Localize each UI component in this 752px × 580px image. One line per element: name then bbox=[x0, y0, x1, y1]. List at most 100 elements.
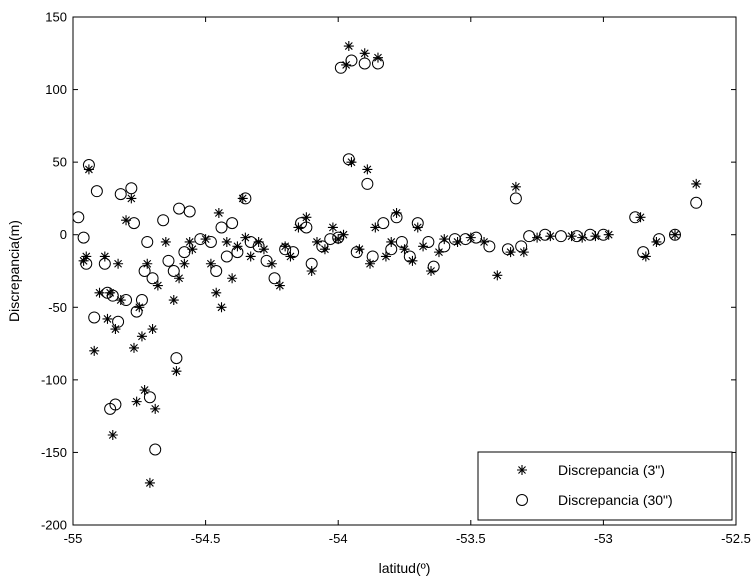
point-asterisk bbox=[152, 280, 163, 291]
point-asterisk bbox=[306, 266, 317, 276]
point-asterisk bbox=[78, 255, 89, 266]
point-asterisk bbox=[205, 258, 216, 269]
point-circle bbox=[167, 265, 180, 277]
point-asterisk bbox=[301, 212, 312, 223]
point-asterisk bbox=[99, 251, 110, 262]
point-circle bbox=[73, 211, 85, 224]
point-circle bbox=[279, 243, 292, 256]
point-circle bbox=[358, 57, 371, 70]
plot-frame bbox=[72, 16, 737, 526]
point-circle bbox=[220, 250, 233, 263]
point-asterisk bbox=[150, 403, 161, 414]
y-tick-label: -200 bbox=[41, 518, 67, 533]
point-circle bbox=[80, 257, 93, 270]
point-circle bbox=[515, 240, 528, 253]
y-tick-label: 150 bbox=[45, 10, 67, 25]
point-asterisk bbox=[517, 465, 527, 475]
point-circle bbox=[395, 235, 408, 248]
point-circle bbox=[183, 205, 196, 218]
point-circle bbox=[516, 494, 528, 506]
point-asterisk bbox=[227, 273, 238, 284]
point-circle bbox=[252, 240, 265, 253]
point-circle bbox=[342, 153, 355, 166]
point-circle bbox=[390, 211, 403, 224]
point-asterisk bbox=[240, 232, 251, 243]
point-asterisk bbox=[391, 207, 402, 218]
point-circle bbox=[244, 235, 257, 248]
point-asterisk bbox=[105, 287, 116, 298]
point-asterisk bbox=[532, 232, 543, 243]
point-asterisk bbox=[179, 258, 190, 269]
x-tick-label: -54 bbox=[329, 531, 348, 546]
point-asterisk bbox=[280, 241, 291, 252]
x-axis-label: latitud(º) bbox=[379, 560, 431, 576]
point-asterisk bbox=[346, 157, 357, 168]
point-circle bbox=[332, 231, 345, 244]
point-asterisk bbox=[691, 178, 702, 189]
point-asterisk bbox=[253, 236, 264, 247]
point-circle bbox=[570, 230, 583, 243]
point-asterisk bbox=[479, 236, 490, 247]
legend-box bbox=[477, 451, 733, 521]
point-asterisk bbox=[83, 164, 94, 175]
point-asterisk bbox=[412, 222, 423, 233]
point-circle bbox=[114, 188, 127, 201]
point-asterisk bbox=[171, 366, 182, 377]
point-circle bbox=[98, 257, 111, 270]
point-circle bbox=[178, 246, 191, 259]
series-30-arcsec bbox=[73, 54, 703, 456]
point-asterisk bbox=[187, 244, 198, 255]
y-tick-label: -150 bbox=[41, 445, 67, 460]
point-circle bbox=[345, 54, 358, 67]
point-circle bbox=[77, 231, 90, 244]
x-tick-label: -53.5 bbox=[456, 531, 486, 546]
point-asterisk bbox=[245, 251, 256, 262]
point-asterisk bbox=[670, 229, 681, 240]
point-circle bbox=[597, 228, 610, 241]
legend-entry-30-arcsec: Discrepancia (30") bbox=[558, 492, 673, 508]
y-tick-label: 50 bbox=[53, 155, 67, 170]
point-circle bbox=[584, 228, 597, 241]
point-circle bbox=[438, 240, 451, 253]
point-circle bbox=[554, 230, 567, 243]
point-circle bbox=[509, 192, 522, 205]
legend-entry-3-arcsec: Discrepancia (3") bbox=[558, 462, 665, 478]
axis-ticks: -55 -54.5 -54 -53.5 -53 -52.5 -200 -150 -100 -50 0… bbox=[41, 10, 751, 547]
point-asterisk bbox=[386, 236, 397, 247]
x-tick-label: -52.5 bbox=[721, 531, 751, 546]
point-asterisk bbox=[131, 396, 142, 407]
point-asterisk bbox=[121, 215, 132, 226]
point-circle bbox=[146, 272, 159, 285]
y-tick-label: -100 bbox=[41, 372, 67, 387]
point-asterisk bbox=[362, 164, 373, 175]
point-circle bbox=[539, 228, 552, 241]
point-circle bbox=[411, 217, 424, 230]
legend-marker-asterisk bbox=[517, 465, 527, 475]
point-circle bbox=[157, 214, 170, 227]
point-circle bbox=[162, 254, 175, 267]
point-asterisk bbox=[147, 324, 158, 335]
point-circle bbox=[653, 233, 666, 246]
point-asterisk bbox=[505, 247, 516, 258]
point-asterisk bbox=[399, 244, 410, 255]
point-asterisk bbox=[113, 258, 124, 269]
point-asterisk bbox=[211, 287, 222, 298]
point-asterisk bbox=[365, 258, 376, 269]
point-asterisk bbox=[136, 331, 147, 342]
point-circle bbox=[669, 228, 682, 241]
point-circle bbox=[361, 177, 374, 190]
point-circle bbox=[403, 250, 416, 263]
point-circle bbox=[523, 230, 536, 243]
point-asterisk bbox=[110, 324, 121, 335]
point-circle bbox=[629, 211, 642, 224]
series-3-arcsec bbox=[78, 41, 702, 488]
point-circle bbox=[90, 185, 103, 198]
point-circle bbox=[483, 240, 496, 253]
point-circle bbox=[305, 257, 318, 270]
point-circle bbox=[637, 246, 650, 259]
point-asterisk bbox=[359, 48, 370, 59]
point-circle bbox=[170, 352, 183, 365]
point-asterisk bbox=[81, 251, 92, 262]
point-asterisk bbox=[518, 247, 529, 258]
point-asterisk bbox=[89, 345, 100, 356]
